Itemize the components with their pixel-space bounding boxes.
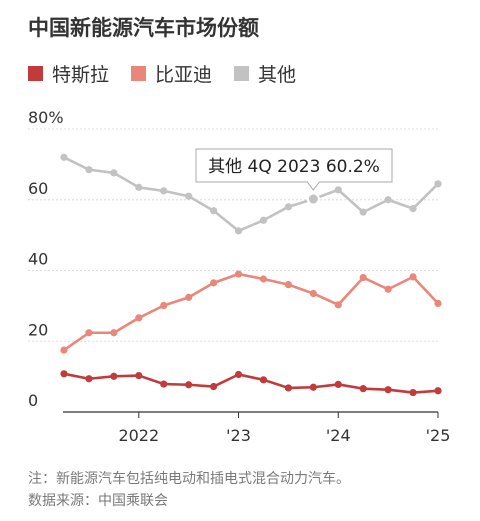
data-point-0 <box>334 380 342 389</box>
legend-label-tesla: 特斯拉 <box>52 64 110 86</box>
data-point-2 <box>185 192 193 200</box>
chart-legend: 特斯拉 比亚迪 其他 <box>28 60 318 87</box>
data-point-2 <box>434 180 442 188</box>
data-point-0 <box>234 370 243 379</box>
y-tick-label: 20 <box>28 320 48 339</box>
data-point-1 <box>409 273 417 281</box>
data-point-0 <box>135 371 143 380</box>
data-point-0 <box>160 380 168 388</box>
chart-title: 中国新能源汽车市场份额 <box>28 16 259 40</box>
data-point-1 <box>135 314 143 322</box>
data-point-0 <box>384 386 392 394</box>
data-point-1 <box>384 285 392 293</box>
data-point-1 <box>160 301 168 310</box>
data-point-2 <box>234 227 243 235</box>
data-point-1 <box>259 275 268 283</box>
x-tick-label: 2022 <box>118 426 159 445</box>
data-point-0 <box>409 388 417 397</box>
data-point-0 <box>284 384 292 392</box>
data-point-0 <box>185 381 193 389</box>
data-point-1 <box>309 289 317 298</box>
series-line-0 <box>63 372 439 394</box>
legend-swatch-other <box>234 66 250 81</box>
y-tick-label: 60 <box>28 179 48 198</box>
highlight-point <box>306 192 320 206</box>
annotation-label: 其他 4Q 2023 60.2% <box>208 157 380 177</box>
data-point-2 <box>135 183 143 191</box>
data-point-2 <box>259 216 268 224</box>
data-point-1 <box>85 329 93 337</box>
data-point-0 <box>309 383 317 391</box>
legend-item-tesla: 特斯拉 <box>28 60 109 87</box>
x-tick-label: '25 <box>426 426 451 445</box>
data-point-2 <box>334 186 342 194</box>
data-point-2 <box>110 169 118 177</box>
y-tick-label: 0 <box>28 391 38 410</box>
annotation-box <box>195 148 393 191</box>
data-point-0 <box>359 385 367 393</box>
data-point-2 <box>60 153 68 161</box>
data-point-2 <box>284 203 292 211</box>
y-tick-label: 80% <box>28 108 64 127</box>
data-point-2 <box>160 187 168 195</box>
note-text: 注：新能源汽车包括纯电动和插电式混合动力汽车。 <box>28 471 350 487</box>
data-point-1 <box>210 279 218 287</box>
data-point-2 <box>409 204 417 213</box>
data-point-1 <box>284 281 292 289</box>
legend-label-byd: 比亚迪 <box>155 64 213 86</box>
x-tick-label: '24 <box>326 426 351 445</box>
data-point-0 <box>85 375 93 383</box>
legend-item-other: 其他 <box>234 60 296 87</box>
data-point-2 <box>85 166 93 174</box>
legend-swatch-tesla <box>28 66 43 81</box>
data-point-0 <box>210 382 218 391</box>
data-point-1 <box>234 270 243 278</box>
chart-notes: 注：新能源汽车包括纯电动和插电式混合动力汽车。 数据来源：中国乘联会 <box>28 468 350 512</box>
x-tick-label: '23 <box>226 426 251 445</box>
y-tick-label: 40 <box>28 250 48 269</box>
source-text: 数据来源：中国乘联会 <box>28 493 168 509</box>
legend-label-other: 其他 <box>258 64 297 86</box>
data-point-1 <box>334 301 342 309</box>
data-point-1 <box>185 293 193 301</box>
series-line-2 <box>63 156 439 233</box>
data-point-0 <box>434 387 442 395</box>
data-point-2 <box>359 208 367 216</box>
data-point-1 <box>60 346 68 354</box>
data-point-0 <box>60 370 68 378</box>
legend-swatch-byd <box>131 66 147 81</box>
data-point-0 <box>110 372 118 380</box>
data-point-1 <box>434 299 442 307</box>
series-line-1 <box>63 272 439 352</box>
data-point-0 <box>259 376 268 384</box>
legend-item-byd: 比亚迪 <box>131 60 212 87</box>
data-point-1 <box>110 329 118 337</box>
data-point-1 <box>359 273 367 282</box>
data-point-2 <box>384 196 392 204</box>
data-point-2 <box>210 207 218 215</box>
